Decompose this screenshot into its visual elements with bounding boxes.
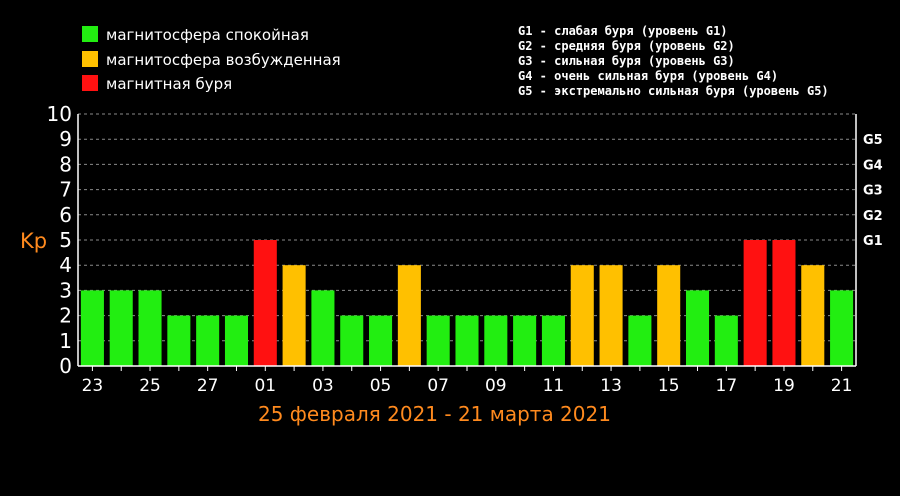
storm-levels-legend: G1 - слабая буря (уровень G1) G2 - средн… [518,24,829,98]
bar-16 [685,290,710,366]
bar-13 [599,265,623,366]
bar-09 [484,315,508,366]
x-tick-label-17: 17 [716,376,738,396]
bar-07 [426,315,450,366]
legend: магнитосфера спокойная магнитосфера возб… [82,26,341,93]
g-tick-label-g4: G4 [863,158,883,173]
legend-label-excited: магнитосфера возбужденная [106,51,341,69]
y-tick-label-9: 9 [59,127,72,151]
bar-05 [369,315,393,366]
g-tick-label-g1: G1 [863,234,883,249]
storm-level-g1: G1 - слабая буря (уровень G1) [518,24,728,38]
legend-swatch-storm [82,75,98,91]
storm-level-g3: G3 - сильная буря (уровень G3) [518,54,735,68]
x-tick-labels: 23 25 27 01 03 05 07 09 11 13 15 17 19 21 [82,376,853,396]
x-tick-label-15: 15 [658,376,680,396]
y-tick-label-2: 2 [59,304,72,328]
x-tick-label-03: 03 [312,376,334,396]
date-range-caption: 25 февраля 2021 - 21 марта 2021 [258,402,611,426]
bar-23 [80,290,104,366]
legend-swatch-calm [82,26,98,42]
bar-10 [513,315,537,366]
y-tick-label-5: 5 [59,228,72,252]
bar-11 [541,315,565,366]
legend-label-storm: магнитная буря [106,75,232,93]
axes [77,114,857,371]
storm-level-g5: G5 - экстремально сильная буря (уровень … [518,84,829,98]
x-tick-label-07: 07 [427,376,449,396]
y-tick-label-3: 3 [59,278,72,302]
y-axis-title: Kp [20,229,47,253]
bar-15 [657,265,681,366]
storm-level-g4: G4 - очень сильная буря (уровень G4) [518,69,778,83]
x-tick-label-01: 01 [254,376,276,396]
y-tick-label-0: 0 [59,354,72,378]
bar-21 [830,290,854,366]
x-tick-label-19: 19 [773,376,795,396]
x-tick-label-13: 13 [600,376,622,396]
bar-24 [109,290,133,366]
x-tick-label-25: 25 [139,376,161,396]
g-tick-label-g3: G3 [863,184,883,199]
g-tick-label-g5: G5 [863,133,883,148]
bar-08 [455,315,479,366]
bar-26 [167,315,191,366]
bar-01 [253,240,277,366]
legend-swatch-excited [82,51,98,67]
bar-02 [282,265,306,366]
x-tick-label-05: 05 [370,376,392,396]
y-tick-label-1: 1 [59,329,72,353]
bar-28 [224,315,249,366]
bar-14 [628,315,652,366]
storm-level-g2: G2 - средняя буря (уровень G2) [518,39,735,53]
bar-19 [772,240,796,366]
bar-27 [196,315,220,366]
bar-17 [714,315,738,366]
x-tick-label-21: 21 [831,376,853,396]
bar-18 [743,240,767,366]
y-tick-label-7: 7 [59,178,72,202]
bar-06 [397,265,421,366]
y-tick-label-8: 8 [59,152,72,176]
grid-lines [78,113,856,342]
x-tick-label-23: 23 [82,376,104,396]
legend-label-calm: магнитосфера спокойная [106,26,309,44]
g-level-tick-labels: G1 G2 G3 G4 G5 [863,133,883,249]
y-tick-label-10: 10 [47,102,72,126]
y-tick-label-4: 4 [59,253,72,277]
bar-25 [138,290,162,366]
x-tick-label-27: 27 [197,376,219,396]
bar-04 [340,315,364,366]
x-tick-label-09: 09 [485,376,507,396]
x-tick-label-11: 11 [543,376,565,396]
bar-20 [801,265,825,366]
y-tick-label-6: 6 [59,203,72,227]
bar-03 [311,290,335,366]
bars [80,240,854,366]
g-tick-label-g2: G2 [863,209,883,224]
bar-12 [570,265,594,366]
